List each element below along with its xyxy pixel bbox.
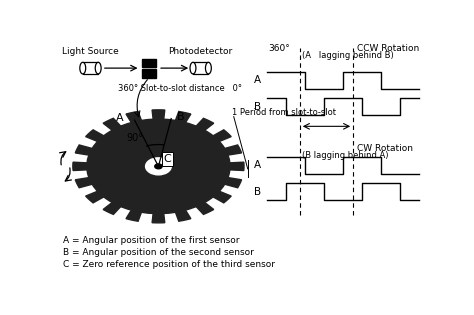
Polygon shape [103, 203, 121, 215]
Text: A: A [254, 75, 261, 85]
Polygon shape [86, 191, 104, 203]
Text: C: C [164, 154, 172, 164]
Text: C = Zero reference position of the third sensor: C = Zero reference position of the third… [63, 260, 275, 269]
Polygon shape [213, 130, 231, 141]
Ellipse shape [95, 62, 101, 74]
Text: A: A [254, 160, 261, 170]
FancyBboxPatch shape [83, 62, 98, 74]
FancyBboxPatch shape [193, 62, 209, 74]
Text: A: A [116, 113, 124, 123]
Polygon shape [73, 162, 87, 170]
Text: 360° Slot-to-slot distance   0°: 360° Slot-to-slot distance 0° [118, 84, 243, 93]
Text: 90°: 90° [126, 134, 143, 143]
Text: CCW Rotation: CCW Rotation [357, 44, 419, 53]
Bar [142, 69, 156, 77]
Text: A = Angular position of the first sensor: A = Angular position of the first sensor [63, 236, 239, 245]
Text: Photodetector: Photodetector [169, 47, 233, 56]
Text: Light Source: Light Source [62, 47, 119, 56]
Text: B: B [254, 102, 261, 112]
Polygon shape [213, 191, 231, 203]
Polygon shape [126, 210, 141, 221]
Polygon shape [196, 118, 214, 130]
Polygon shape [152, 110, 165, 119]
Polygon shape [196, 203, 214, 215]
Polygon shape [75, 145, 92, 155]
Text: 1 Period from slot-to-slot: 1 Period from slot-to-slot [232, 108, 336, 117]
Polygon shape [175, 112, 191, 123]
Ellipse shape [80, 62, 86, 74]
Polygon shape [152, 214, 165, 223]
Polygon shape [103, 118, 121, 130]
Polygon shape [75, 178, 92, 188]
Text: (A   lagging behind B): (A lagging behind B) [301, 51, 393, 60]
Circle shape [87, 119, 230, 214]
Text: CW Rotation: CW Rotation [357, 144, 413, 153]
Text: B: B [254, 187, 261, 197]
Ellipse shape [205, 62, 211, 74]
Ellipse shape [190, 62, 196, 74]
Bar [142, 59, 156, 67]
Text: (B lagging behind A): (B lagging behind A) [301, 151, 388, 160]
Text: 360°: 360° [269, 44, 291, 53]
Polygon shape [175, 210, 191, 221]
Text: B = Angular position of the second sensor: B = Angular position of the second senso… [63, 248, 254, 257]
Text: B: B [176, 112, 184, 122]
Circle shape [155, 164, 162, 169]
Polygon shape [230, 162, 244, 170]
Polygon shape [126, 112, 141, 123]
Circle shape [146, 158, 171, 175]
Polygon shape [225, 178, 242, 188]
Polygon shape [86, 130, 104, 141]
Polygon shape [225, 145, 242, 155]
